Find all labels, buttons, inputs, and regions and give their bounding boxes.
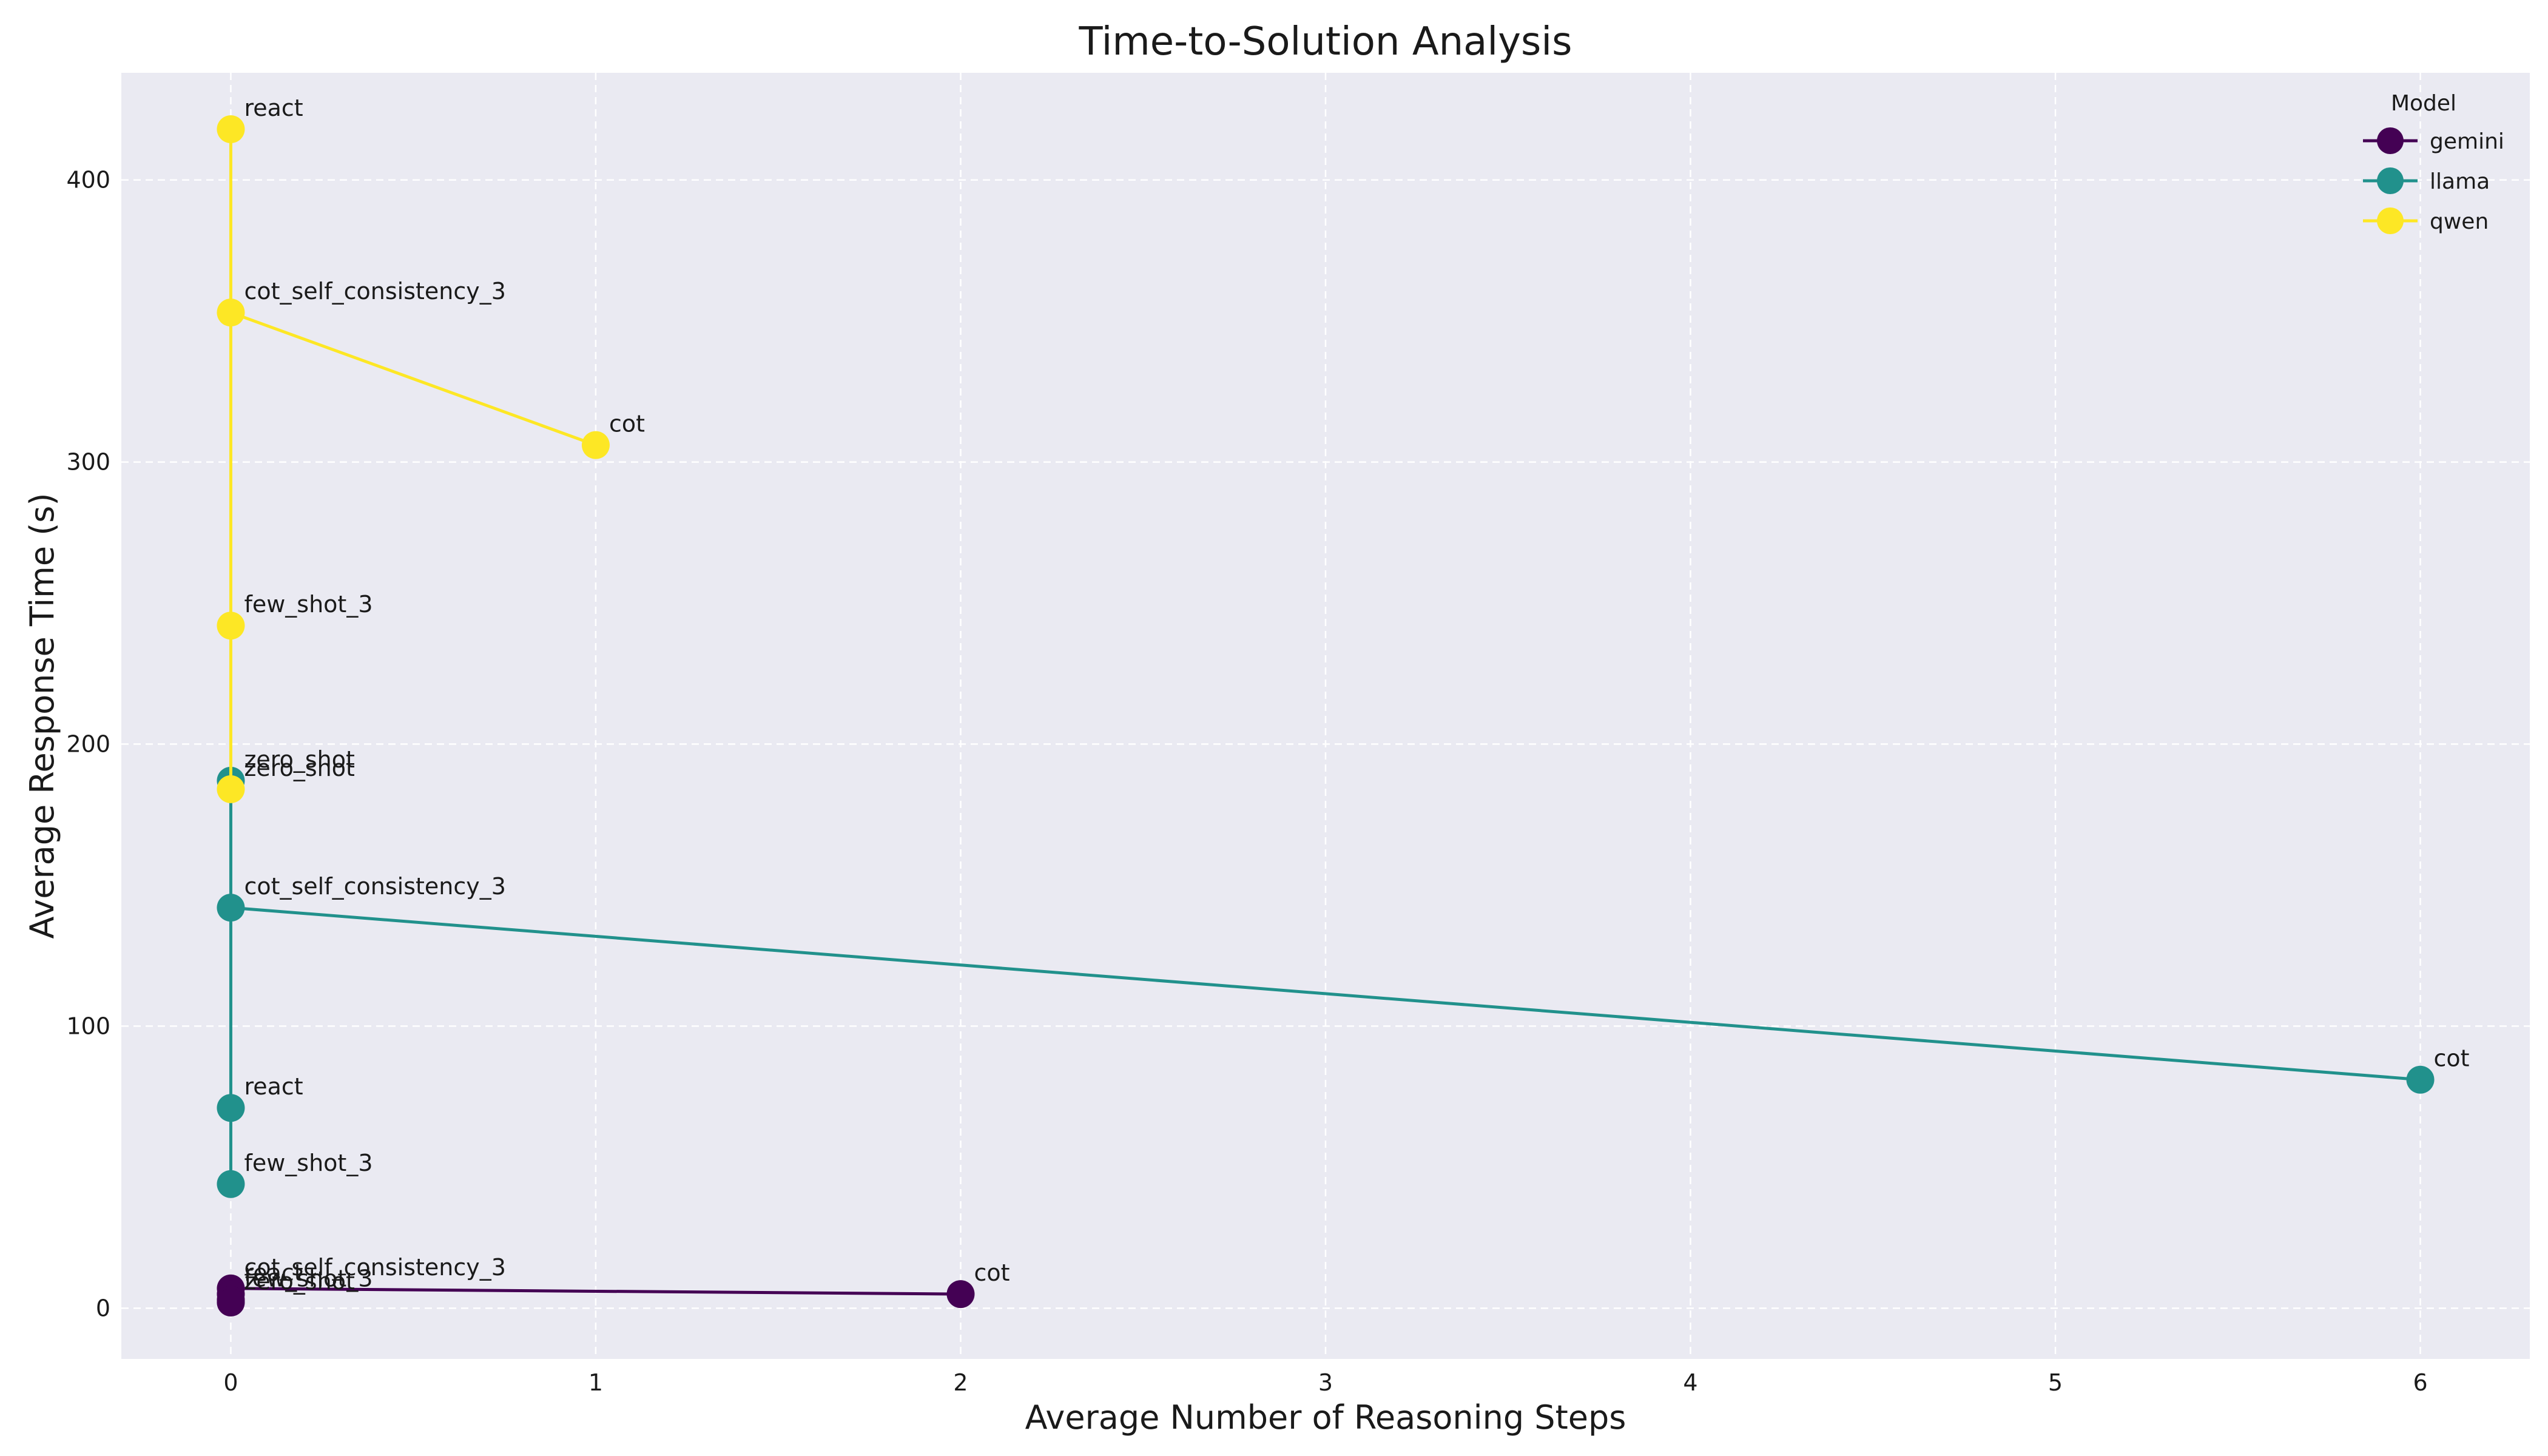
data-label-qwen: cot_self_consistency_3	[244, 278, 505, 305]
y-tick-label: 400	[66, 167, 110, 194]
data-point-llama	[2406, 1065, 2435, 1094]
x-tick-label: 1	[588, 1369, 603, 1396]
data-label-gemini: zero_shot	[244, 1268, 354, 1295]
y-tick-label: 200	[66, 730, 110, 757]
data-label-qwen: zero_shot	[244, 755, 354, 781]
x-tick-label: 3	[1318, 1369, 1333, 1396]
data-label-qwen: few_shot_3	[244, 591, 372, 618]
axis-ticks: 0 1 2 3 4 5 6 0 100 200 300 400	[66, 167, 2427, 1396]
data-label-gemini: cot	[974, 1259, 1009, 1286]
x-tick-label: 4	[1683, 1369, 1697, 1396]
legend-marker	[2377, 167, 2404, 194]
y-axis-label: Average Response Time (s)	[23, 493, 61, 939]
data-point-llama	[217, 894, 245, 922]
data-point-gemini	[217, 1289, 245, 1317]
point-labels: cotcot_self_consistency_3reactfew_shot_3…	[244, 95, 2469, 1295]
legend: Model gemini llama qwen	[2363, 91, 2504, 234]
legend-item-gemini: gemini	[2363, 127, 2504, 154]
legend-label: qwen	[2430, 209, 2489, 234]
data-label-llama: zero_shot	[244, 746, 354, 773]
chart-title: Time-to-Solution Analysis	[1079, 19, 1572, 64]
data-label-gemini: cot_self_consistency_3	[244, 1254, 505, 1281]
x-tick-label: 0	[223, 1369, 238, 1396]
x-axis-label: Average Number of Reasoning Steps	[1025, 1398, 1626, 1437]
legend-item-qwen: qwen	[2363, 207, 2489, 234]
data-label-qwen: react	[244, 95, 303, 121]
x-tick-label: 6	[2413, 1369, 2427, 1396]
y-tick-label: 100	[66, 1013, 110, 1039]
legend-item-llama: llama	[2363, 167, 2490, 194]
data-label-llama: react	[244, 1073, 303, 1100]
legend-label: gemini	[2430, 129, 2504, 154]
data-point-qwen	[217, 298, 245, 327]
data-label-llama: few_shot_3	[244, 1150, 372, 1176]
legend-label: llama	[2430, 169, 2490, 194]
data-point-qwen	[217, 775, 245, 803]
data-label-llama: cot	[2434, 1045, 2470, 1072]
data-label-gemini: react	[244, 1259, 303, 1286]
y-tick-label: 300	[66, 449, 110, 476]
grid	[121, 73, 2530, 1359]
legend-marker	[2377, 127, 2404, 154]
series-gemini	[217, 1274, 975, 1317]
data-point-llama	[217, 1170, 245, 1198]
data-label-qwen: cot	[609, 411, 645, 437]
data-label-gemini: few_shot_3	[244, 1265, 372, 1292]
series-layer	[217, 115, 2435, 1317]
data-label-llama: cot_self_consistency_3	[244, 873, 505, 900]
data-point-qwen	[217, 612, 245, 640]
x-tick-label: 5	[2048, 1369, 2063, 1396]
y-tick-label: 0	[96, 1295, 110, 1321]
data-point-gemini	[946, 1280, 975, 1309]
legend-marker	[2377, 207, 2404, 234]
x-tick-label: 2	[953, 1369, 968, 1396]
legend-title: Model	[2391, 91, 2456, 116]
data-point-qwen	[581, 431, 610, 459]
data-point-qwen	[217, 115, 245, 143]
data-point-llama	[217, 1094, 245, 1122]
series-qwen	[217, 115, 610, 803]
